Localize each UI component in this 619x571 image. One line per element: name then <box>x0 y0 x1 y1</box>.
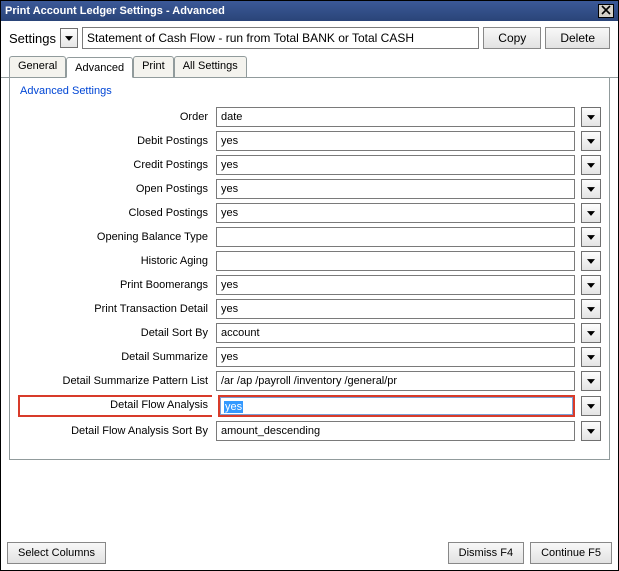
dropdown-detail-flow-sort[interactable] <box>581 421 601 441</box>
dropdown-historic-aging[interactable] <box>581 251 601 271</box>
row-detail-sort-by: Detail Sort By account <box>18 323 601 343</box>
input-closed-postings[interactable]: yes <box>216 203 575 223</box>
input-detail-flow-analysis[interactable]: yes <box>220 397 573 415</box>
tab-print[interactable]: Print <box>133 56 174 77</box>
advanced-tab-panel: Advanced Settings Order date Debit Posti… <box>9 77 610 460</box>
row-detail-summarize: Detail Summarize yes <box>18 347 601 367</box>
label-order: Order <box>18 111 210 123</box>
label-detail-summarize: Detail Summarize <box>18 351 210 363</box>
row-detail-flow-sort: Detail Flow Analysis Sort By amount_desc… <box>18 421 601 441</box>
dropdown-order[interactable] <box>581 107 601 127</box>
row-debit-postings: Debit Postings yes <box>18 131 601 151</box>
label-debit-postings: Debit Postings <box>18 135 210 147</box>
close-button[interactable] <box>598 4 614 18</box>
input-credit-postings[interactable]: yes <box>216 155 575 175</box>
row-closed-postings: Closed Postings yes <box>18 203 601 223</box>
label-open-postings: Open Postings <box>18 183 210 195</box>
titlebar: Print Account Ledger Settings - Advanced <box>1 1 618 21</box>
tab-general[interactable]: General <box>9 56 66 77</box>
label-credit-postings: Credit Postings <box>18 159 210 171</box>
input-historic-aging[interactable] <box>216 251 575 271</box>
delete-button[interactable]: Delete <box>545 27 610 49</box>
tab-strip: General Advanced Print All Settings <box>1 56 618 78</box>
input-detail-sort-by[interactable]: account <box>216 323 575 343</box>
selected-text: yes <box>224 401 243 413</box>
input-detail-summarize-pattern[interactable]: /ar /ap /payroll /inventory /general/pr <box>216 371 575 391</box>
row-historic-aging: Historic Aging <box>18 251 601 271</box>
row-detail-flow-analysis: Detail Flow Analysis yes <box>18 395 601 417</box>
input-open-postings[interactable]: yes <box>216 179 575 199</box>
label-detail-summarize-pattern: Detail Summarize Pattern List <box>18 375 210 387</box>
select-columns-button[interactable]: Select Columns <box>7 542 106 564</box>
dropdown-detail-sort-by[interactable] <box>581 323 601 343</box>
dropdown-detail-summarize-pattern[interactable] <box>581 371 601 391</box>
row-credit-postings: Credit Postings yes <box>18 155 601 175</box>
input-opening-balance-type[interactable] <box>216 227 575 247</box>
copy-button[interactable]: Copy <box>483 27 541 49</box>
row-print-txn-detail: Print Transaction Detail yes <box>18 299 601 319</box>
dropdown-open-postings[interactable] <box>581 179 601 199</box>
row-order: Order date <box>18 107 601 127</box>
label-opening-balance-type: Opening Balance Type <box>18 231 210 243</box>
continue-button[interactable]: Continue F5 <box>530 542 612 564</box>
label-closed-postings: Closed Postings <box>18 207 210 219</box>
label-print-boomerangs: Print Boomerangs <box>18 279 210 291</box>
label-detail-flow-sort: Detail Flow Analysis Sort By <box>18 425 210 437</box>
label-detail-flow-analysis: Detail Flow Analysis <box>110 396 212 416</box>
tab-advanced[interactable]: Advanced <box>66 57 133 78</box>
dropdown-closed-postings[interactable] <box>581 203 601 223</box>
window-title: Print Account Ledger Settings - Advanced <box>5 1 225 21</box>
row-opening-balance-type: Opening Balance Type <box>18 227 601 247</box>
input-print-txn-detail[interactable]: yes <box>216 299 575 319</box>
dropdown-print-txn-detail[interactable] <box>581 299 601 319</box>
input-print-boomerangs[interactable]: yes <box>216 275 575 295</box>
tab-all-settings[interactable]: All Settings <box>174 56 247 77</box>
toolbar: Settings Statement of Cash Flow - run fr… <box>1 21 618 55</box>
row-print-boomerangs: Print Boomerangs yes <box>18 275 601 295</box>
dropdown-detail-summarize[interactable] <box>581 347 601 367</box>
settings-value-field[interactable]: Statement of Cash Flow - run from Total … <box>82 27 479 49</box>
label-print-txn-detail: Print Transaction Detail <box>18 303 210 315</box>
settings-label: Settings <box>9 31 56 46</box>
input-debit-postings[interactable]: yes <box>216 131 575 151</box>
row-open-postings: Open Postings yes <box>18 179 601 199</box>
input-detail-flow-sort[interactable]: amount_descending <box>216 421 575 441</box>
dropdown-credit-postings[interactable] <box>581 155 601 175</box>
dropdown-debit-postings[interactable] <box>581 131 601 151</box>
footer: Select Columns Dismiss F4 Continue F5 <box>7 542 612 564</box>
dropdown-detail-flow-analysis[interactable] <box>581 396 601 416</box>
fieldset-label: Advanced Settings <box>18 83 601 103</box>
label-historic-aging: Historic Aging <box>18 255 210 267</box>
label-detail-sort-by: Detail Sort By <box>18 327 210 339</box>
input-order[interactable]: date <box>216 107 575 127</box>
input-detail-summarize[interactable]: yes <box>216 347 575 367</box>
row-detail-summarize-pattern: Detail Summarize Pattern List /ar /ap /p… <box>18 371 601 391</box>
dropdown-opening-balance-type[interactable] <box>581 227 601 247</box>
dropdown-print-boomerangs[interactable] <box>581 275 601 295</box>
dismiss-button[interactable]: Dismiss F4 <box>448 542 524 564</box>
settings-dropdown-button[interactable] <box>60 28 78 48</box>
